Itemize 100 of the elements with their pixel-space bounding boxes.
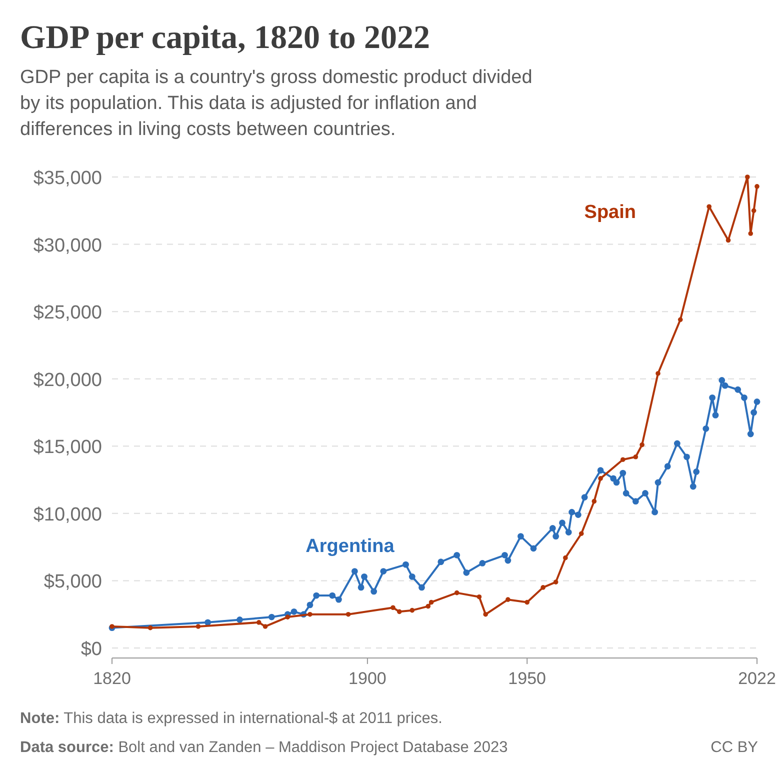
y-tick-label: $5,000 [44,572,102,593]
source-note: Data source: Bolt and van Zanden – Maddison Project Database 2023 [20,739,508,756]
point [722,382,728,389]
point [709,394,716,401]
point [502,552,508,558]
point [408,573,416,580]
point [410,608,415,613]
point [285,614,290,620]
point [358,584,364,591]
point [428,600,434,605]
text: Note: This data is expressed in international-$ at 2011 prices. [20,710,442,727]
point [268,614,275,620]
chart-title: GDP per capita, 1820 to 2022 [20,20,430,56]
point [396,609,402,614]
point [148,625,153,630]
point [540,585,546,590]
point [483,612,488,617]
point [306,602,314,608]
point [518,533,524,540]
point [559,520,566,526]
chart-subtitle: GDP per capita is a country's gross domestic product divided by its population. This data is adjusted for inflation and differences in living costs between countries. [20,67,532,140]
point [734,386,742,393]
point [346,612,351,617]
y-tick-label: $35,000 [33,168,102,189]
point [418,584,425,591]
point [613,479,620,486]
point [553,580,558,584]
point [610,475,617,482]
point [454,552,460,558]
x-tick-label: 1820 [93,669,131,688]
point [565,529,572,536]
point [524,600,530,605]
point [652,508,658,516]
point [530,545,537,552]
point [290,608,298,615]
y-tick-label: $0 [80,639,102,660]
point [581,494,588,500]
point [256,620,262,625]
point [454,590,460,596]
point [426,604,431,609]
point [236,616,243,623]
point [552,533,560,540]
point [747,430,754,438]
point [751,208,756,214]
point [726,238,731,243]
text: CC BY [710,739,758,756]
point [110,624,114,629]
text: Spain [584,202,636,223]
point [656,371,660,376]
point [438,558,444,566]
point [574,512,582,518]
point [361,573,368,580]
point [351,568,358,574]
point [196,624,201,629]
point [598,476,603,481]
point [336,596,342,603]
point [674,440,680,447]
point [712,412,719,418]
point [262,624,268,629]
point [640,442,644,448]
y-tick-label: $10,000 [33,504,102,526]
point [390,605,396,610]
x-tick-label: 2022 [738,669,776,688]
point [597,467,604,474]
point [754,398,760,405]
point [622,490,630,496]
point [702,425,710,432]
point [504,557,512,564]
point [329,592,336,599]
point [642,490,648,496]
point [754,184,760,189]
y-tick-label: $25,000 [33,302,102,324]
series-label: Argentina [306,536,395,557]
point [578,531,584,536]
x-tick-label: 1900 [348,669,386,688]
point [748,231,754,236]
point [476,594,482,600]
point [204,619,211,626]
point [313,592,320,599]
point [592,498,597,504]
point [308,612,312,617]
point [370,588,378,595]
y-tick-label: $30,000 [33,235,102,256]
point [549,525,556,532]
point [632,498,639,505]
point [620,457,626,462]
point [664,463,671,470]
point [380,568,387,574]
point [620,470,626,476]
point [506,597,510,602]
point [402,561,409,568]
point [633,454,638,460]
y-tick-label: $15,000 [33,437,102,458]
point [479,560,486,566]
x-tick-label: 1950 [508,669,546,688]
point [693,468,700,475]
point [690,483,696,490]
point [684,454,690,460]
y-tick-label: $20,000 [33,370,102,391]
point [741,394,748,401]
